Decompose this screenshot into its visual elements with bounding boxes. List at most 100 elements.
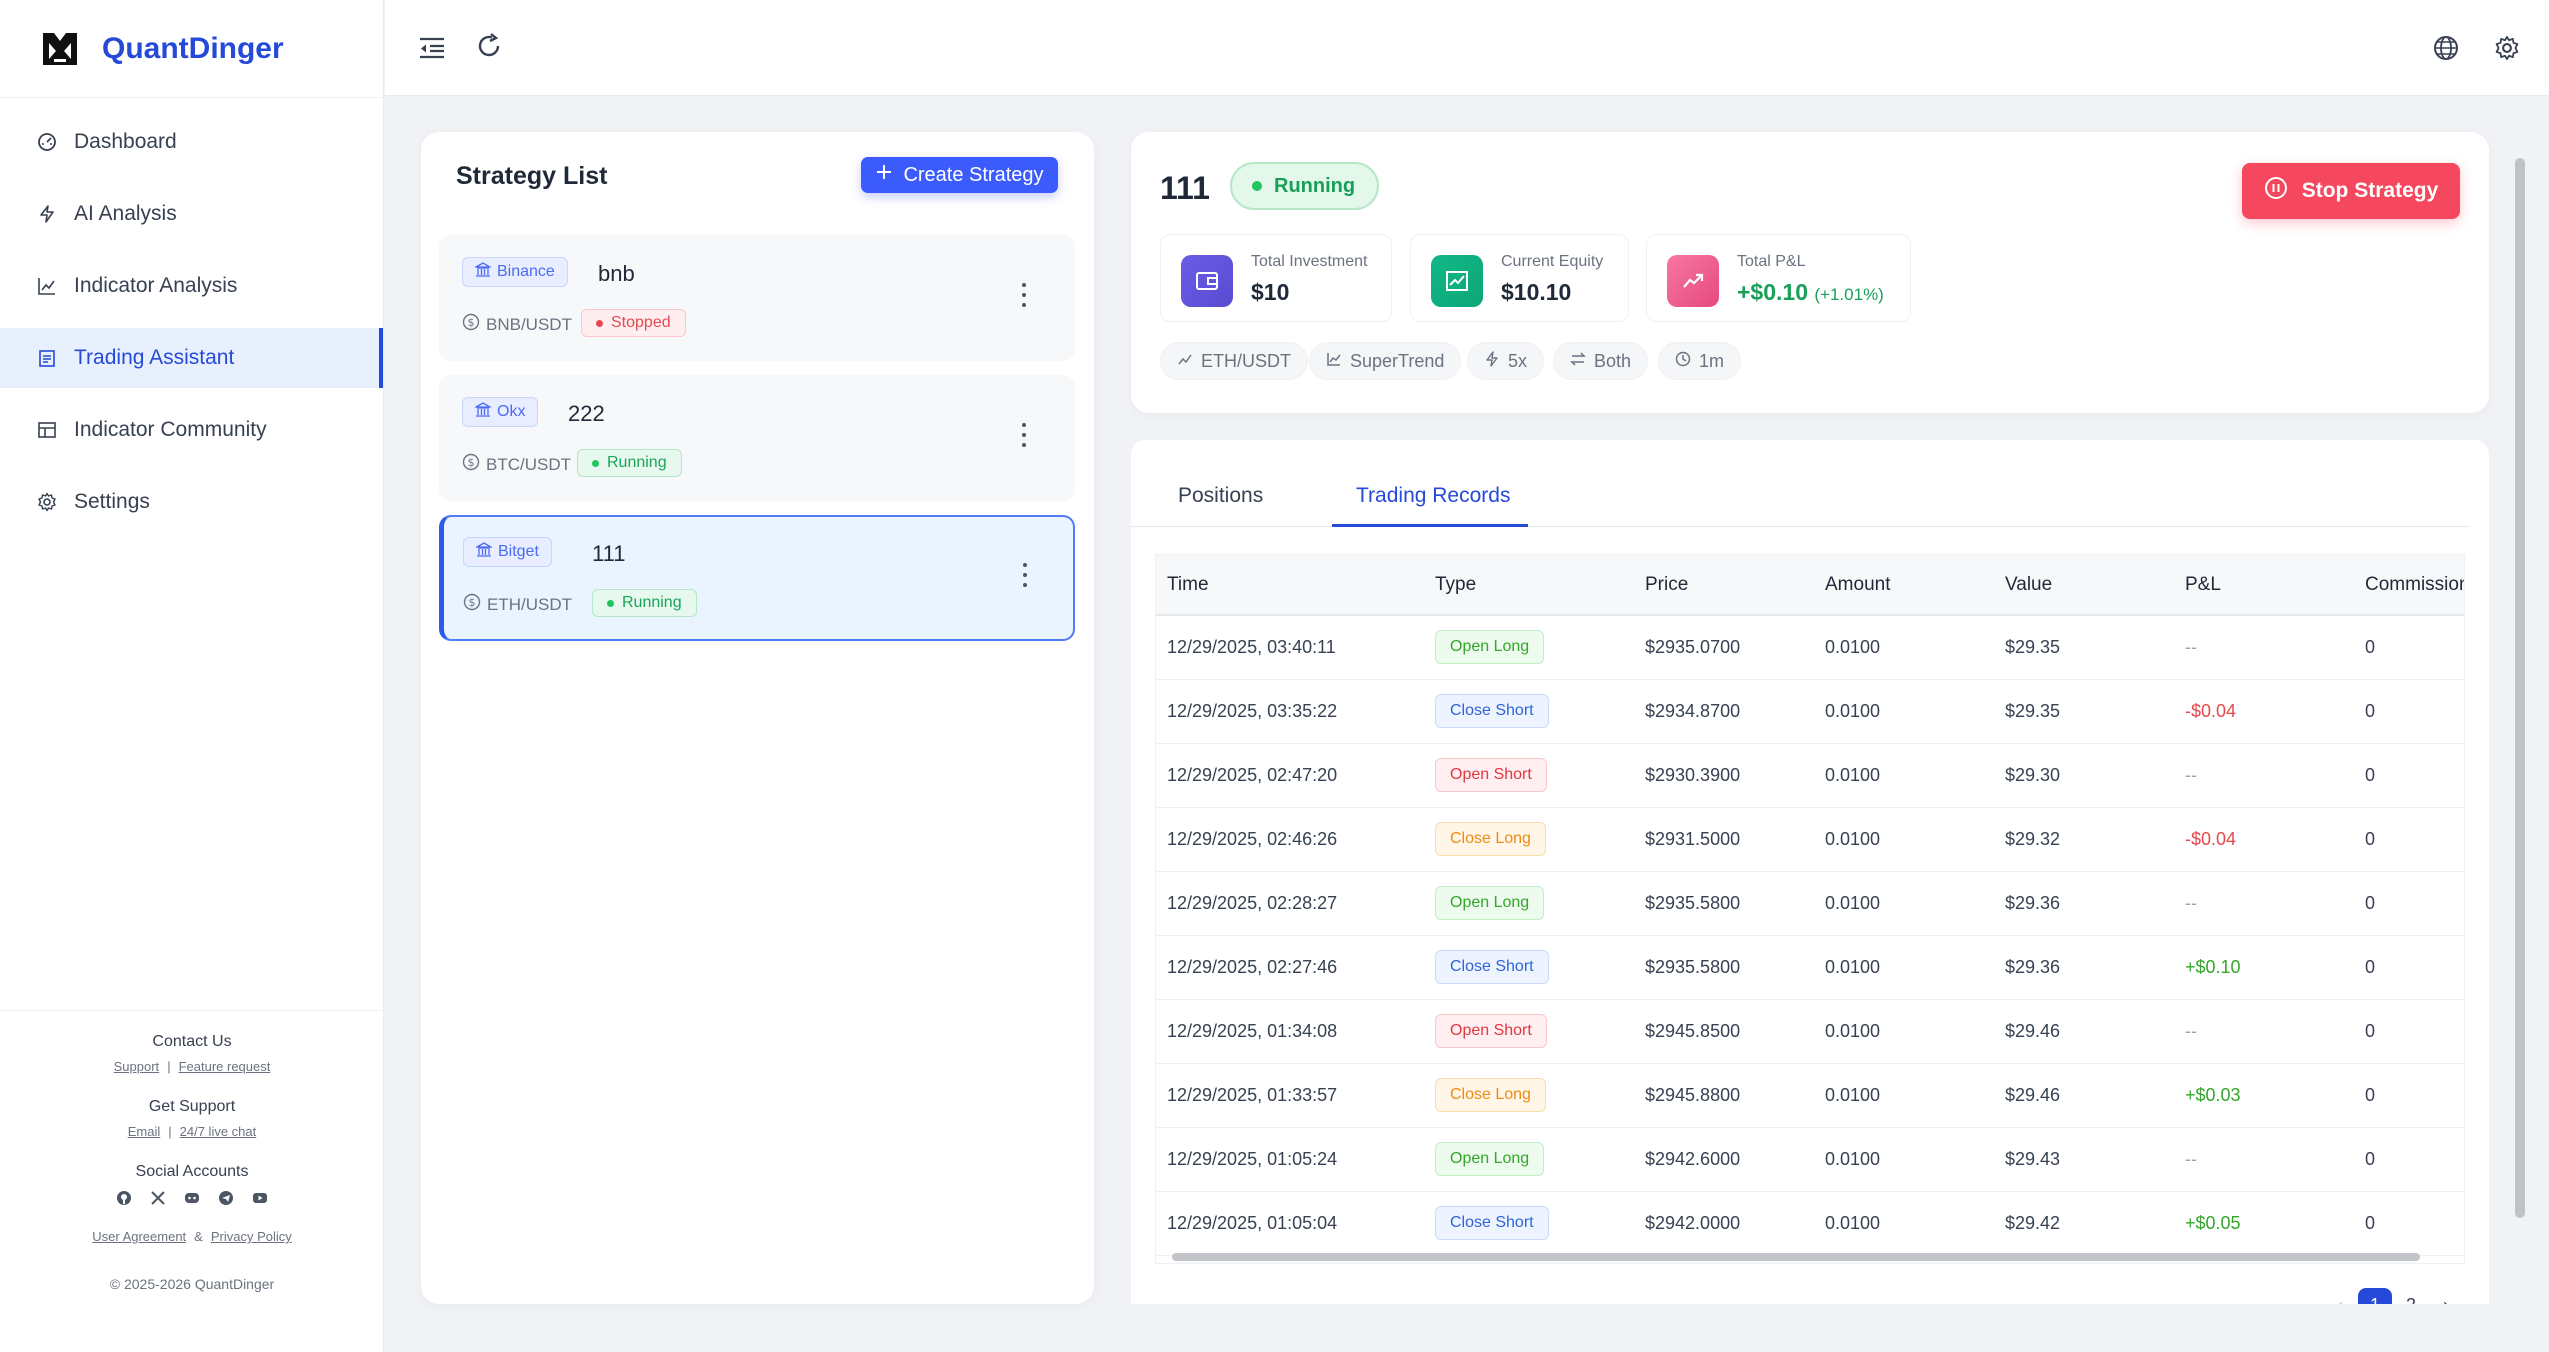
contact-title: Contact Us — [152, 1033, 232, 1050]
table-row: 12/29/2025, 01:33:57 Close Long $2945.88… — [1156, 1063, 2464, 1128]
sidebar-footer: Contact Us Support | Feature request Get S… — [0, 1010, 384, 1292]
type-badge: Open Long — [1435, 886, 1545, 920]
chip-indicator: SuperTrend — [1309, 342, 1462, 380]
sidebar-item-indicator-community[interactable]: Indicator Community — [0, 400, 383, 460]
gear-icon[interactable] — [2491, 32, 2523, 64]
more-options-icon[interactable] — [1022, 563, 1028, 587]
column-header-time[interactable]: Time — [1156, 555, 1424, 616]
chip-symbol: ETH/USDT — [1160, 342, 1308, 380]
column-header-type[interactable]: Type — [1424, 555, 1634, 616]
strategy-detail-header: 111 Running Stop Strategy Total Investme… — [1131, 132, 2489, 413]
bank-icon — [473, 401, 493, 423]
support-link[interactable]: Support — [113, 1059, 160, 1074]
discord-icon[interactable] — [183, 1189, 201, 1207]
strategy-card-selected[interactable]: Bitget 111 $ ETH/USDT Running — [439, 515, 1075, 641]
page-button-1[interactable]: 1 — [2358, 1288, 2392, 1304]
wallet-icon — [1181, 255, 1233, 307]
strategy-list-panel: Strategy List Create Strategy Binance bn… — [421, 132, 1094, 1304]
active-tab-indicator — [1332, 524, 1528, 527]
topbar — [385, 0, 2549, 96]
sidebar-item-label: Indicator Analysis — [74, 274, 238, 297]
app-name: QuantDinger — [102, 31, 284, 65]
copyright: © 2025-2026 QuantDinger — [109, 1276, 275, 1292]
exchange-badge: Binance — [462, 257, 568, 287]
legal-links: User Agreement & Privacy Policy — [0, 1229, 384, 1244]
status-badge: Running — [577, 449, 682, 477]
column-header-commission[interactable]: Commission — [2354, 555, 2464, 616]
tab-positions[interactable]: Positions — [1178, 484, 1264, 507]
privacy-policy-link[interactable]: Privacy Policy — [210, 1229, 292, 1244]
strategy-name: 222 — [568, 401, 605, 426]
user-agreement-link[interactable]: User Agreement — [92, 1229, 187, 1244]
metric-total-investment: Total Investment $10 — [1160, 234, 1392, 322]
line-chart-icon — [1177, 351, 1193, 372]
chip-direction: Both — [1553, 342, 1649, 380]
table-row: 12/29/2025, 02:47:20 Open Short $2930.39… — [1156, 743, 2464, 808]
prev-page-button[interactable]: ‹ — [2323, 1288, 2357, 1305]
sidebar-item-label: Trading Assistant — [74, 346, 235, 369]
feature-request-link[interactable]: Feature request — [178, 1059, 271, 1074]
sidebar-item-settings[interactable]: Settings — [0, 472, 383, 532]
sidebar-item-ai-analysis[interactable]: AI Analysis — [0, 184, 383, 244]
x-icon[interactable] — [149, 1189, 167, 1207]
exchange-badge: Okx — [462, 397, 539, 427]
strategy-card[interactable]: Binance bnb $ BNB/USDT Stopped — [439, 235, 1075, 361]
chip-timeframe: 1m — [1658, 342, 1742, 380]
strategy-list-title: Strategy List — [456, 162, 608, 190]
metric-current-equity: Current Equity $10.10 — [1410, 234, 1629, 322]
support-title: Get Support — [148, 1098, 236, 1115]
stop-circle-icon — [2264, 176, 2288, 206]
table-row: 12/29/2025, 02:28:27 Open Long $2935.580… — [1156, 871, 2464, 936]
live-chat-link[interactable]: 24/7 live chat — [179, 1124, 257, 1139]
refresh-icon[interactable] — [473, 30, 505, 62]
column-header-value[interactable]: Value — [1994, 555, 2174, 616]
page-button-2[interactable]: 2 — [2394, 1288, 2428, 1305]
records-panel: Positions Trading Records Time Type Pric… — [1131, 440, 2489, 1304]
status-badge: Running — [1230, 162, 1380, 210]
table-header-row: Time Type Price Amount Value P&L Commiss… — [1156, 555, 2464, 616]
email-link[interactable]: Email — [127, 1124, 161, 1139]
gear-icon — [36, 491, 58, 513]
column-header-pl[interactable]: P&L — [2174, 555, 2354, 616]
sidebar-item-dashboard[interactable]: Dashboard — [0, 112, 383, 172]
tab-trading-records[interactable]: Trading Records — [1356, 484, 1511, 507]
trading-records-table: Time Type Price Amount Value P&L Commiss… — [1155, 554, 2465, 1264]
create-strategy-button[interactable]: Create Strategy — [861, 157, 1058, 193]
more-options-icon[interactable] — [1021, 423, 1027, 447]
strategy-pair: $ ETH/USDT — [463, 593, 572, 616]
youtube-icon[interactable] — [251, 1189, 269, 1207]
logo[interactable]: QuantDinger — [0, 0, 383, 98]
stop-strategy-button[interactable]: Stop Strategy — [2242, 163, 2460, 219]
strategy-card[interactable]: Okx 222 $ BTC/USDT Running — [439, 375, 1075, 501]
support-links: Email | 24/7 live chat — [127, 1124, 257, 1139]
svg-text:$: $ — [468, 316, 475, 329]
column-header-price[interactable]: Price — [1634, 555, 1814, 616]
chip-leverage: 5x — [1467, 342, 1545, 380]
svg-text:$: $ — [468, 456, 475, 469]
legal-separator: & — [194, 1229, 203, 1244]
type-badge: Close Short — [1435, 1206, 1549, 1240]
menu-fold-icon[interactable] — [416, 32, 448, 64]
sidebar-item-indicator-analysis[interactable]: Indicator Analysis — [0, 256, 383, 316]
column-header-amount[interactable]: Amount — [1814, 555, 1994, 616]
sidebar-item-trading-assistant[interactable]: Trading Assistant — [0, 328, 383, 388]
status-badge: Running — [592, 589, 697, 617]
strategy-name: bnb — [598, 261, 635, 286]
more-options-icon[interactable] — [1021, 283, 1027, 307]
social-title: Social Accounts — [135, 1163, 249, 1180]
strategy-name: 111 — [592, 541, 626, 566]
table-row: 12/29/2025, 01:34:08 Open Short $2945.85… — [1156, 999, 2464, 1064]
type-badge: Close Short — [1435, 694, 1549, 728]
horizontal-scrollbar[interactable] — [1155, 1250, 2465, 1264]
table-row: 12/29/2025, 01:05:04 Close Short $2942.0… — [1156, 1191, 2464, 1256]
dollar-circle-icon: $ — [462, 453, 480, 476]
next-page-button[interactable]: › — [2429, 1288, 2463, 1305]
globe-icon[interactable] — [2430, 32, 2462, 64]
telegram-icon[interactable] — [217, 1189, 235, 1207]
github-icon[interactable] — [115, 1189, 133, 1207]
type-badge: Open Long — [1435, 1142, 1545, 1176]
type-badge: Open Short — [1435, 1014, 1547, 1048]
vertical-scrollbar[interactable] — [2513, 132, 2527, 1304]
sidebar-item-label: Indicator Community — [74, 418, 267, 441]
create-strategy-label: Create Strategy — [903, 163, 1044, 186]
